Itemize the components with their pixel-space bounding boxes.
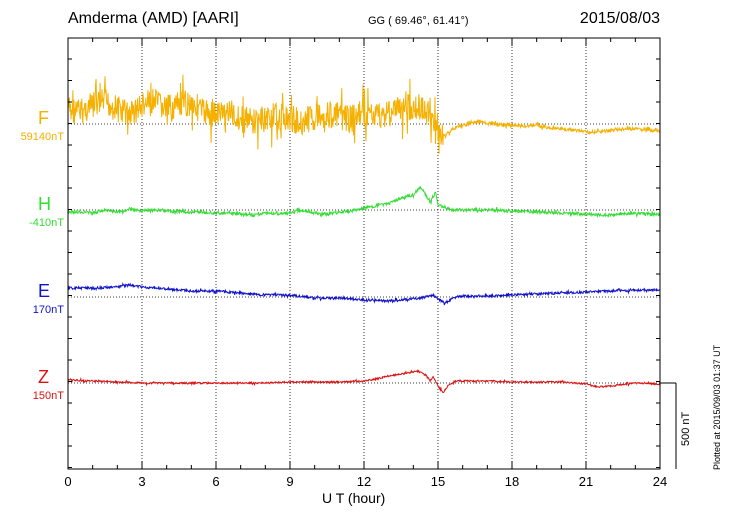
station-title: Amderma (AMD) [AARI] — [68, 10, 239, 27]
x-tick-label: 21 — [578, 474, 594, 489]
series-line-f — [67, 74, 661, 154]
x-tick-label: 9 — [286, 474, 294, 489]
component-label-z: Z — [38, 367, 49, 387]
x-tick-label: 12 — [356, 474, 372, 489]
component-label-e: E — [38, 281, 51, 301]
series-line-z — [67, 369, 661, 393]
baseline-label-e: 170nT — [32, 304, 64, 316]
scale-bar — [660, 382, 677, 469]
scale-bar-label: 500 nT — [680, 411, 692, 446]
x-tick-label: 6 — [212, 474, 220, 489]
x-tick-label: 3 — [138, 474, 146, 489]
axis-ticks — [67, 38, 661, 469]
x-tick-label: 24 — [652, 474, 668, 489]
baseline-label-z: 150nT — [32, 390, 64, 402]
baseline-label-h: -410nT — [29, 217, 64, 229]
geo-coordinates: GG ( 69.46°, 61.41°) — [368, 15, 469, 27]
series-line-e — [67, 282, 661, 306]
x-tick-label: 18 — [504, 474, 520, 489]
component-label-h: H — [38, 194, 51, 214]
x-tick-label: 0 — [64, 474, 72, 489]
plotted-timestamp: Plotted at 2015/09/03 01:37 UT — [712, 344, 722, 470]
x-tick-label: 15 — [430, 474, 446, 489]
series-lines — [67, 74, 661, 393]
component-label-f: F — [38, 108, 49, 128]
series-line-h — [67, 186, 661, 219]
baseline-label-f: 59140nT — [20, 131, 64, 143]
plot-date: 2015/08/03 — [579, 10, 660, 27]
x-axis-label: U T (hour) — [322, 490, 386, 506]
